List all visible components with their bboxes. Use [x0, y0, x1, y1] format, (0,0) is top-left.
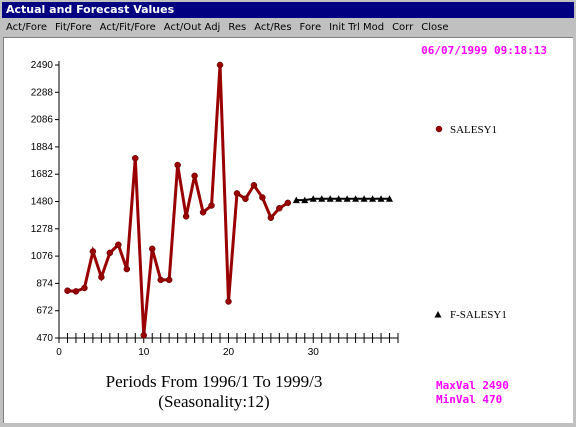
- menu-bar: Act/Fore Fit/Fore Act/Fit/Fore Act/Out A…: [2, 19, 574, 36]
- data-point-f-salesy1: [309, 195, 317, 202]
- y-tick-label: 1076: [31, 251, 54, 262]
- data-point-salesy1: [259, 194, 266, 201]
- min-value-label: MinVal 470: [436, 393, 503, 406]
- window-title: Actual and Forecast Values: [2, 2, 574, 18]
- data-point-salesy1: [106, 249, 114, 257]
- series-line-f-salesy1: [296, 197, 390, 202]
- y-tick-label: 1278: [31, 224, 54, 235]
- legend-marker-f-salesy1: [434, 311, 442, 318]
- period-range-label: Periods From 1996/1 To 1999/3: [105, 372, 323, 391]
- data-point-salesy1: [89, 248, 97, 255]
- data-point-salesy1: [208, 202, 215, 209]
- data-point-salesy1: [216, 61, 224, 69]
- y-tick-label: 2288: [31, 87, 54, 98]
- data-point-salesy1: [132, 155, 139, 162]
- data-point-salesy1: [199, 209, 207, 216]
- timestamp: 06/07/1999 09:18:13: [421, 44, 547, 57]
- data-point-f-salesy1: [301, 196, 309, 204]
- data-point-salesy1: [191, 172, 198, 180]
- data-point-f-salesy1: [377, 195, 385, 202]
- line-chart: 470 672 874 1076 1278 1480 1682 1884 2086 2288 249…: [31, 60, 507, 358]
- data-point-salesy1: [225, 298, 232, 305]
- legend-label-f-salesy1: F-SALESY1: [450, 309, 507, 321]
- data-point-salesy1: [284, 199, 292, 207]
- data-point-salesy1: [267, 214, 275, 221]
- data-point-f-salesy1: [292, 196, 300, 204]
- data-point-f-salesy1: [326, 195, 334, 202]
- y-tick-label: 470: [36, 333, 53, 344]
- menu-res[interactable]: Res: [228, 22, 247, 33]
- legend-marker-salesy1: [435, 125, 443, 133]
- data-point-salesy1: [250, 182, 258, 189]
- data-point-f-salesy1: [369, 195, 377, 202]
- plot-area: 06/07/1999 09:18:13 470 672 874 1076 1278 148…: [3, 37, 573, 423]
- menu-init-trl-mod[interactable]: Init Trl Mod: [329, 22, 385, 33]
- series-line-salesy1: [67, 64, 289, 336]
- data-point-salesy1: [242, 195, 249, 203]
- y-tick-label: 2490: [31, 60, 54, 71]
- data-point-salesy1: [115, 241, 122, 248]
- data-point-salesy1: [98, 273, 105, 281]
- x-tick-label: 20: [223, 347, 235, 358]
- data-point-salesy1: [174, 161, 181, 169]
- max-value-label: MaxVal 2490: [436, 379, 509, 392]
- seasonality-label: (Seasonality:12): [158, 392, 270, 411]
- data-point-f-salesy1: [360, 195, 368, 202]
- data-point-f-salesy1: [335, 195, 343, 202]
- data-point-salesy1: [276, 205, 283, 212]
- x-tick-label: 10: [138, 347, 150, 358]
- data-point-f-salesy1: [352, 195, 360, 202]
- data-point-f-salesy1: [386, 195, 394, 202]
- data-point-salesy1: [81, 284, 88, 292]
- x-tick-label: 0: [56, 347, 62, 358]
- data-point-salesy1: [157, 276, 164, 284]
- data-point-salesy1: [233, 190, 241, 197]
- menu-act-out-adj[interactable]: Act/Out Adj: [163, 22, 221, 33]
- y-tick-label: 1884: [31, 142, 54, 153]
- menu-act-res[interactable]: Act/Res: [254, 22, 292, 33]
- legend-label-salesy1: SALESY1: [450, 124, 497, 136]
- menu-fore[interactable]: Fore: [299, 22, 322, 33]
- data-point-salesy1: [123, 265, 131, 273]
- y-tick-label: 1480: [31, 197, 54, 208]
- data-point-salesy1: [72, 288, 80, 295]
- data-point-salesy1: [165, 276, 173, 284]
- data-point-salesy1: [182, 213, 190, 220]
- menu-corr[interactable]: Corr: [392, 22, 414, 33]
- y-tick-label: 1682: [31, 169, 54, 180]
- y-tick-label: 672: [36, 306, 53, 317]
- data-point-salesy1: [140, 332, 147, 339]
- data-point-f-salesy1: [318, 195, 326, 202]
- data-point-salesy1: [64, 287, 71, 294]
- menu-act-fit-fore[interactable]: Act/Fit/Fore: [99, 22, 156, 33]
- x-tick-label: 30: [308, 347, 320, 358]
- y-tick-label: 874: [36, 278, 53, 289]
- menu-fit-fore[interactable]: Fit/Fore: [55, 22, 92, 33]
- y-tick-label: 2086: [31, 115, 54, 126]
- menu-close[interactable]: Close: [421, 22, 449, 33]
- data-point-salesy1: [148, 245, 156, 253]
- data-point-f-salesy1: [343, 195, 351, 202]
- menu-act-fore[interactable]: Act/Fore: [6, 22, 48, 33]
